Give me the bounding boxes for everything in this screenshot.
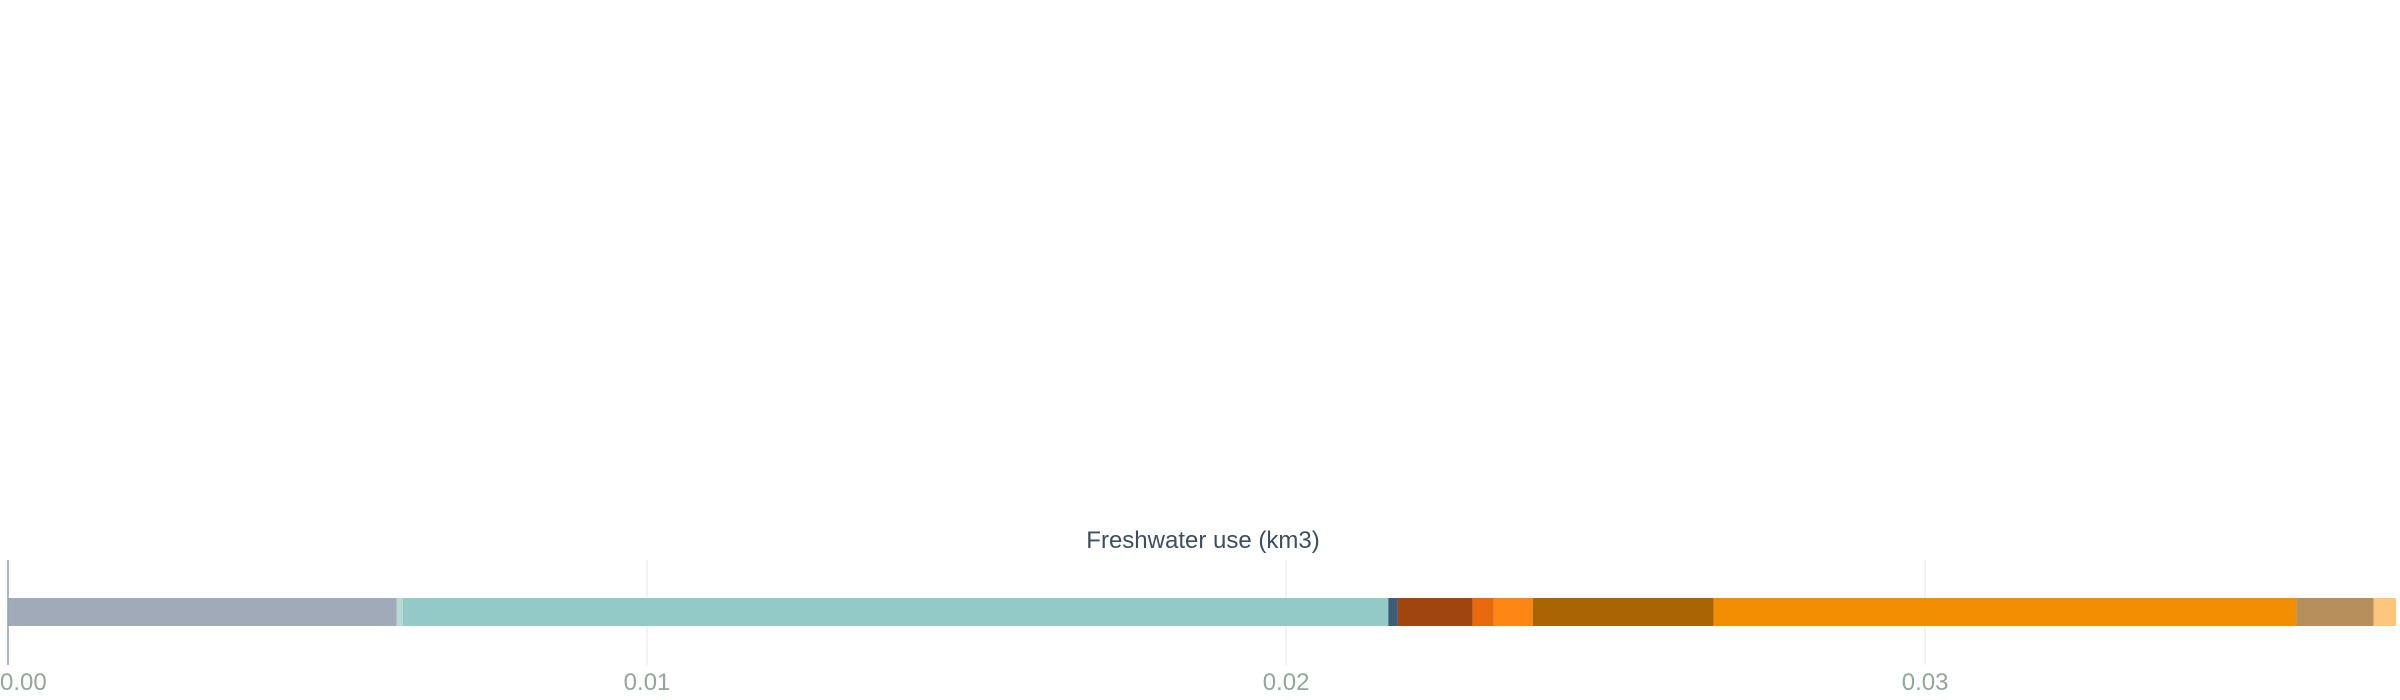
bar-segment-11 [2373,598,2397,626]
x-axis-ticks: 0.00 0.01 0.02 0.03 [0,669,1948,696]
bar-segment-6 [1472,598,1494,626]
bar-segment-8 [1532,598,1714,626]
bar-segment-5 [1397,598,1473,626]
bar-segment-2 [396,598,403,626]
x-tick-label: 0.00 [0,669,47,696]
x-tick-label: 0.01 [624,669,671,696]
stacked-bar [8,598,2397,626]
bar-segment-4 [1388,598,1398,626]
bar-segment-1 [8,598,397,626]
x-tick-label: 0.03 [1902,669,1949,696]
chart-title: Freshwater use (km3) [1086,527,1319,554]
bar-segment-10 [2296,598,2374,626]
bar-segment-7 [1493,598,1533,626]
bar-segment-3 [402,598,1389,626]
x-tick-label: 0.02 [1263,669,1310,696]
bar-segment-9 [1713,598,2297,626]
